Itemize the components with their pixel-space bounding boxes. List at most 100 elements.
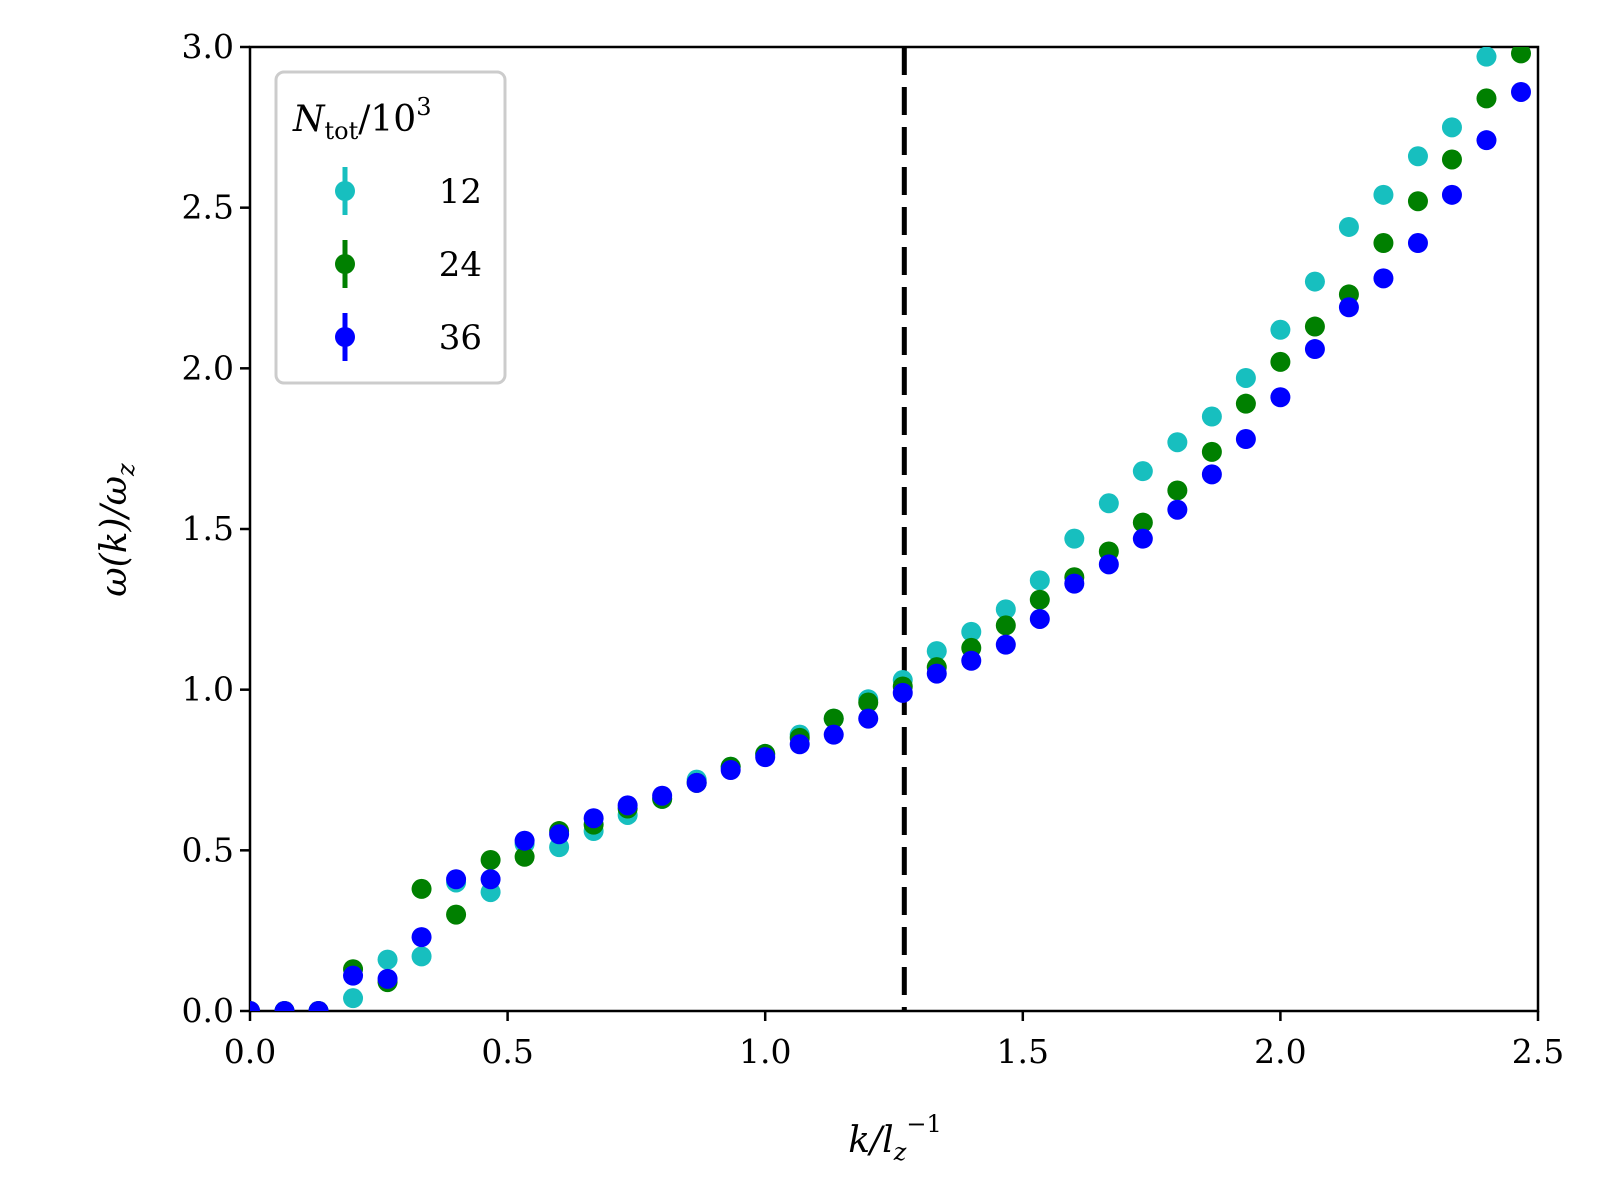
legend-label: 12 xyxy=(439,172,482,212)
data-point xyxy=(1201,406,1222,427)
series-36 xyxy=(250,81,1531,1011)
x-axis-ticks: 0.0 0.5 1.0 1.5 2.0 2.5 xyxy=(224,1011,1564,1071)
x-tick-label: 0.5 xyxy=(481,1032,533,1071)
legend-entries: 12 24 36 xyxy=(335,167,482,361)
data-point xyxy=(377,949,398,970)
x-tick-label: 2.0 xyxy=(1254,1032,1306,1071)
data-point xyxy=(1029,570,1050,591)
y-tick-label: 2.0 xyxy=(182,348,234,387)
data-point xyxy=(446,904,467,925)
y-axis-label: ω(k)/ωz xyxy=(94,463,140,597)
data-point xyxy=(446,869,467,890)
data-point xyxy=(1441,184,1462,205)
data-point xyxy=(1201,441,1222,462)
data-point xyxy=(1270,351,1291,372)
data-point xyxy=(892,682,913,703)
data-point xyxy=(1235,393,1256,414)
data-point xyxy=(995,634,1016,655)
data-point xyxy=(1064,528,1085,549)
data-point xyxy=(755,747,776,768)
data-point xyxy=(411,946,432,967)
data-point xyxy=(308,1001,329,1011)
data-point xyxy=(858,692,879,713)
data-point xyxy=(789,734,810,755)
data-point xyxy=(1441,117,1462,138)
data-point xyxy=(1407,233,1428,254)
data-point xyxy=(1270,387,1291,408)
legend: Ntot/103 12 24 36 xyxy=(274,70,507,385)
data-point xyxy=(274,1001,295,1011)
data-point xyxy=(1167,432,1188,453)
x-axis-label: k/lz−1 xyxy=(848,1110,942,1166)
legend-entry-24: 24 xyxy=(335,240,482,288)
x-tick-label: 1.0 xyxy=(739,1032,791,1071)
legend-entry-12: 12 xyxy=(335,167,482,215)
legend-dot-marker xyxy=(335,254,355,274)
data-point xyxy=(343,988,364,1009)
data-point xyxy=(1476,88,1497,109)
legend-title: Ntot/103 xyxy=(292,93,431,145)
data-point xyxy=(823,708,844,729)
data-point xyxy=(411,927,432,948)
data-point xyxy=(1373,233,1394,254)
data-point xyxy=(1511,47,1531,64)
data-point xyxy=(1270,319,1291,340)
data-point xyxy=(961,650,982,671)
data-point xyxy=(411,878,432,899)
data-point xyxy=(1511,2,1531,22)
data-point xyxy=(995,615,1016,636)
data-point xyxy=(961,621,982,642)
data-point xyxy=(1476,130,1497,151)
data-point xyxy=(1407,191,1428,212)
data-point xyxy=(1373,184,1394,205)
data-point xyxy=(480,869,501,890)
y-tick-label: 1.0 xyxy=(182,670,234,709)
data-point xyxy=(549,824,570,845)
data-point xyxy=(1132,461,1153,482)
data-point xyxy=(1510,81,1531,102)
data-point xyxy=(1029,589,1050,610)
data-point xyxy=(1201,464,1222,485)
y-tick-label: 0.5 xyxy=(182,830,234,869)
data-point xyxy=(1167,480,1188,501)
data-point xyxy=(1132,528,1153,549)
data-point xyxy=(1235,367,1256,388)
data-point xyxy=(652,785,673,806)
legend-label: 36 xyxy=(439,318,482,358)
x-tick-label: 1.5 xyxy=(997,1032,1049,1071)
data-point xyxy=(377,968,398,989)
data-point xyxy=(617,795,638,816)
data-point xyxy=(1476,47,1497,67)
data-point xyxy=(480,849,501,870)
data-point xyxy=(926,663,947,684)
legend-dot-marker xyxy=(335,327,355,347)
legend-dot-marker xyxy=(335,181,355,201)
data-point xyxy=(1029,608,1050,629)
legend-label: 24 xyxy=(439,245,482,285)
data-point xyxy=(514,830,535,851)
data-point xyxy=(1373,268,1394,289)
data-point xyxy=(1098,554,1119,575)
data-point xyxy=(343,965,364,986)
x-tick-label: 0.0 xyxy=(224,1032,276,1071)
data-point xyxy=(1304,316,1325,337)
y-tick-label: 0.0 xyxy=(182,991,234,1030)
data-point xyxy=(926,641,947,662)
data-point xyxy=(1441,149,1462,170)
data-point xyxy=(995,599,1016,620)
data-point xyxy=(858,708,879,729)
data-points xyxy=(250,2,1531,1011)
data-point xyxy=(250,1001,260,1011)
x-tick-label: 2.5 xyxy=(1512,1032,1564,1071)
y-tick-label: 2.5 xyxy=(182,188,234,227)
legend-entry-36: 36 xyxy=(335,313,482,361)
data-point xyxy=(1167,499,1188,520)
data-point xyxy=(583,808,604,829)
data-point xyxy=(686,772,707,793)
data-point xyxy=(1407,146,1428,167)
data-point xyxy=(1098,493,1119,514)
data-point xyxy=(1064,573,1085,594)
data-point xyxy=(1338,297,1359,318)
data-point xyxy=(514,846,535,867)
